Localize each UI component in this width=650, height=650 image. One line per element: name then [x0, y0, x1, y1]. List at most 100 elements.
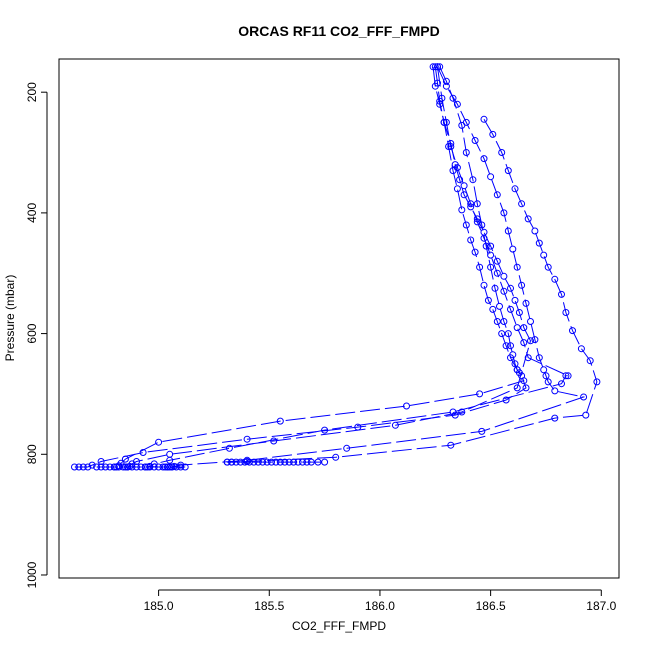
y-tick-label: 1000 — [25, 561, 39, 588]
data-point — [493, 269, 501, 277]
data-point — [500, 272, 508, 280]
data-point — [458, 408, 466, 416]
data-point — [453, 100, 461, 108]
data-point — [106, 463, 114, 471]
data-point — [462, 118, 470, 126]
data-point — [431, 82, 439, 90]
data-point — [155, 463, 163, 471]
data-point — [551, 387, 559, 395]
data-point — [467, 236, 475, 244]
data-point — [71, 463, 78, 471]
data-point — [88, 461, 96, 469]
data-point — [580, 393, 588, 401]
data-point — [478, 427, 486, 435]
data-point — [343, 444, 351, 452]
data-point — [544, 263, 552, 271]
data-point — [139, 449, 147, 456]
data-point — [527, 318, 534, 325]
chart-title: ORCAS RF11 CO2_FFF_FMPD — [238, 23, 439, 39]
data-point — [469, 176, 477, 184]
data-point — [449, 94, 457, 102]
data-point — [476, 263, 484, 271]
data-point — [447, 143, 455, 150]
data-point — [540, 251, 548, 259]
data-point — [124, 463, 132, 471]
data-point — [522, 384, 530, 392]
data-point — [150, 463, 158, 471]
data-point — [332, 453, 340, 461]
data-point — [159, 463, 167, 471]
data-point — [177, 463, 185, 471]
data-point — [518, 200, 526, 208]
data-point — [237, 458, 244, 466]
data-point — [471, 248, 479, 256]
data-point — [524, 354, 532, 362]
data-point — [141, 463, 149, 471]
data-point — [493, 191, 501, 199]
data-point — [453, 185, 461, 193]
data-point — [166, 450, 174, 458]
y-tick-label: 600 — [25, 323, 39, 343]
data-point — [513, 384, 521, 392]
y-tick-label: 400 — [25, 203, 39, 223]
data-point — [303, 458, 311, 466]
data-point — [460, 182, 468, 190]
data-point — [551, 414, 559, 422]
data-point — [531, 336, 539, 344]
data-point — [473, 200, 481, 208]
data-point — [558, 290, 565, 298]
data-point — [75, 463, 83, 471]
data-point — [290, 458, 298, 466]
data-point — [480, 155, 488, 163]
data-point — [507, 284, 514, 292]
data-point — [128, 463, 136, 471]
data-point — [504, 167, 512, 175]
data-point — [498, 330, 506, 338]
data-point — [507, 305, 514, 313]
data-point — [498, 149, 506, 156]
data-point — [509, 245, 517, 253]
data-point — [181, 463, 189, 471]
data-point — [500, 209, 508, 217]
data-point — [551, 275, 559, 283]
x-axis-label: CO2_FFF_FMPD — [292, 619, 386, 633]
data-point — [558, 380, 565, 388]
x-axis: 185.0 185.5 186.0 186.5 187.0 — [144, 589, 617, 613]
x-tick-label: 185.0 — [144, 599, 174, 613]
data-point — [586, 357, 594, 365]
data-point — [507, 354, 514, 362]
series-line-3 — [125, 66, 532, 468]
data-point — [527, 337, 534, 345]
data-point — [540, 366, 548, 374]
data-point — [84, 463, 92, 471]
data-point — [562, 372, 570, 380]
data-point — [487, 263, 495, 271]
data-point — [504, 330, 512, 338]
series-line-4 — [145, 66, 569, 468]
data-point — [133, 463, 140, 471]
y-tick-label: 800 — [25, 444, 39, 464]
data-point — [535, 354, 543, 362]
data-point — [473, 218, 481, 226]
series-line-2 — [114, 66, 525, 468]
data-point — [259, 458, 267, 466]
data-point — [137, 463, 145, 471]
data-point — [431, 63, 439, 71]
data-point — [168, 463, 176, 471]
data-point — [172, 463, 180, 471]
data-point — [593, 378, 601, 386]
data-point — [166, 456, 174, 464]
data-point — [462, 149, 470, 156]
data-point — [243, 435, 251, 443]
data-point — [520, 377, 528, 385]
data-point — [493, 318, 501, 325]
data-point — [93, 463, 101, 471]
data-point — [429, 63, 437, 71]
data-point — [487, 173, 495, 181]
data-point — [97, 463, 105, 471]
data-point — [511, 296, 519, 304]
data-point — [496, 302, 503, 310]
data-point — [531, 227, 539, 235]
data-point — [522, 299, 530, 307]
data-point — [458, 206, 466, 214]
